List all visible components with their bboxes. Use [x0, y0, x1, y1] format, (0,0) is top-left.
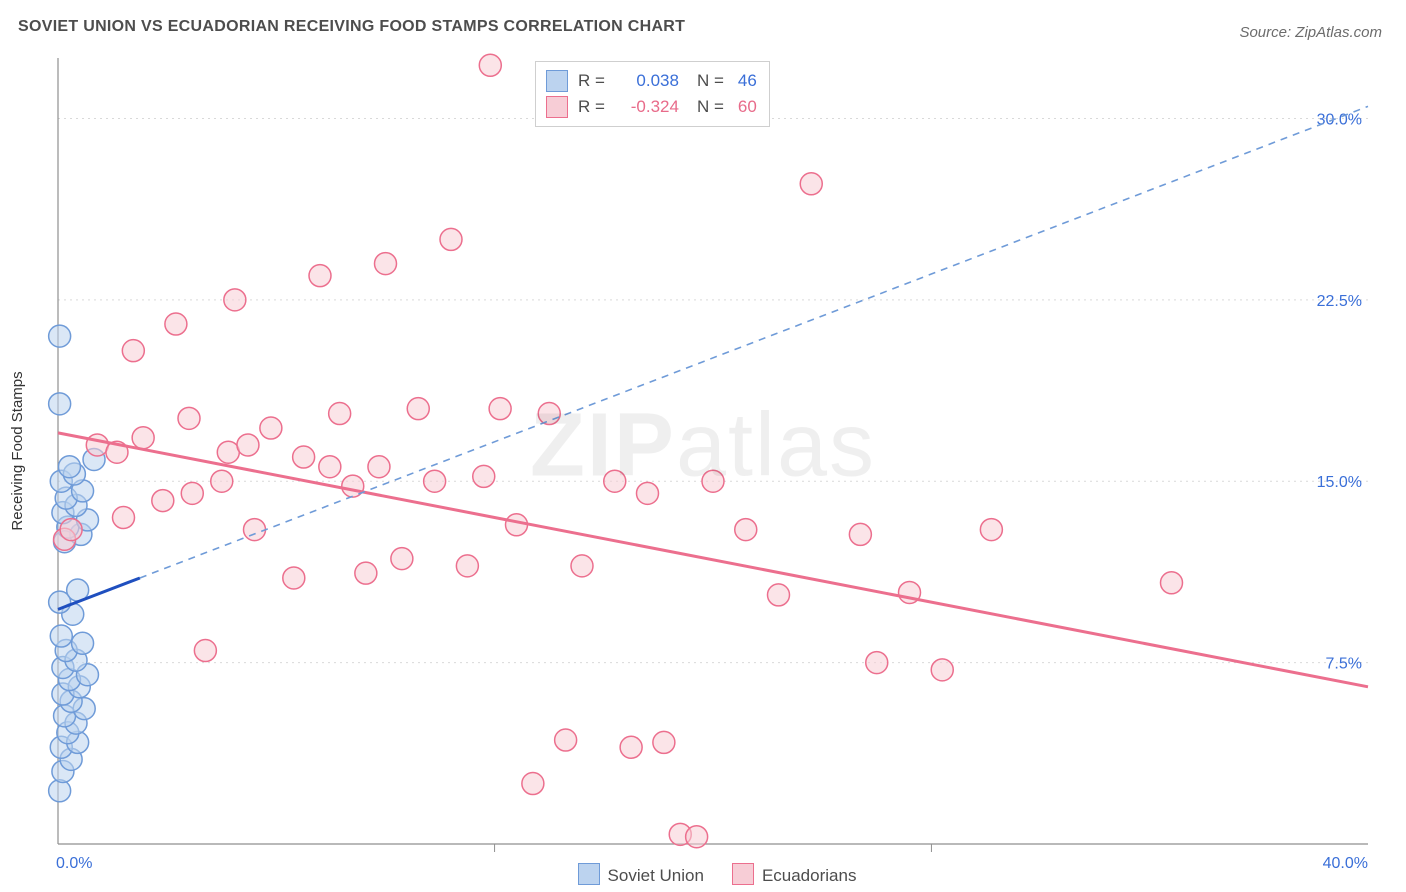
legend-n-label: N = — [697, 94, 724, 120]
scatter-point — [489, 398, 511, 420]
scatter-point — [980, 519, 1002, 541]
scatter-point — [686, 826, 708, 848]
scatter-point — [522, 773, 544, 795]
scatter-point — [424, 470, 446, 492]
scatter-point — [506, 514, 528, 536]
scatter-point — [244, 519, 266, 541]
scatter-point — [217, 441, 239, 463]
scatter-point — [571, 555, 593, 577]
chart-area: 7.5%15.0%22.5%30.0%0.0%40.0%Receiving Fo… — [0, 0, 1406, 892]
scatter-point — [702, 470, 724, 492]
scatter-point — [58, 456, 80, 478]
y-tick-label: 7.5% — [1326, 656, 1362, 673]
legend-swatch — [578, 863, 600, 885]
legend-r-value: -0.324 — [615, 94, 679, 120]
scatter-point — [440, 228, 462, 250]
scatter-point — [224, 289, 246, 311]
legend-n-value: 60 — [738, 94, 757, 120]
scatter-point — [50, 625, 72, 647]
scatter-point — [181, 482, 203, 504]
legend-n-label: N = — [697, 68, 724, 94]
legend-swatch — [546, 96, 568, 118]
legend-series-label: Soviet Union — [608, 866, 704, 885]
y-tick-label: 15.0% — [1317, 474, 1362, 491]
legend-n-value: 46 — [738, 68, 757, 94]
scatter-point — [260, 417, 282, 439]
scatter-point — [165, 313, 187, 335]
scatter-point — [178, 407, 200, 429]
scatter-point — [211, 470, 233, 492]
scatter-point — [49, 393, 71, 415]
scatter-point — [768, 584, 790, 606]
y-tick-label: 22.5% — [1317, 293, 1362, 310]
scatter-point — [309, 265, 331, 287]
scatter-point — [391, 548, 413, 570]
scatter-point — [620, 736, 642, 758]
scatter-point — [113, 507, 135, 529]
scatter-point — [407, 398, 429, 420]
y-tick-label: 30.0% — [1317, 111, 1362, 128]
trend-line-dashed — [140, 106, 1368, 578]
correlation-legend: R = 0.038 N = 46 R = -0.324 N = 60 — [535, 61, 770, 127]
legend-row: R = -0.324 N = 60 — [546, 94, 757, 120]
legend-series-label: Ecuadorians — [762, 866, 857, 885]
scatter-point — [72, 632, 94, 654]
scatter-point — [866, 652, 888, 674]
y-axis-label: Receiving Food Stamps — [9, 371, 26, 530]
legend-r-label: R = — [578, 68, 605, 94]
series-legend: Soviet Union Ecuadorians — [0, 863, 1406, 886]
legend-row: R = 0.038 N = 46 — [546, 68, 757, 94]
scatter-point — [283, 567, 305, 589]
scatter-point — [735, 519, 757, 541]
scatter-point — [555, 729, 577, 751]
scatter-point — [49, 780, 71, 802]
scatter-point — [152, 490, 174, 512]
scatter-point — [931, 659, 953, 681]
scatter-point — [293, 446, 315, 468]
legend-swatch — [732, 863, 754, 885]
legend-r-value: 0.038 — [615, 68, 679, 94]
scatter-point — [473, 465, 495, 487]
scatter-point — [86, 434, 108, 456]
scatter-point — [319, 456, 341, 478]
scatter-point — [1161, 572, 1183, 594]
scatter-point — [604, 470, 626, 492]
scatter-point — [653, 731, 675, 753]
legend-swatch — [546, 70, 568, 92]
scatter-point — [355, 562, 377, 584]
scatter-point — [60, 519, 82, 541]
scatter-point — [375, 253, 397, 275]
scatter-point — [49, 325, 71, 347]
scatter-point — [368, 456, 390, 478]
scatter-point — [479, 54, 501, 76]
scatter-point — [849, 523, 871, 545]
scatter-point — [132, 427, 154, 449]
scatter-point — [456, 555, 478, 577]
legend-r-label: R = — [578, 94, 605, 120]
scatter-point — [237, 434, 259, 456]
scatter-point — [122, 340, 144, 362]
scatter-point — [637, 482, 659, 504]
scatter-point — [194, 640, 216, 662]
scatter-point — [538, 403, 560, 425]
scatter-point — [329, 403, 351, 425]
scatter-point — [800, 173, 822, 195]
